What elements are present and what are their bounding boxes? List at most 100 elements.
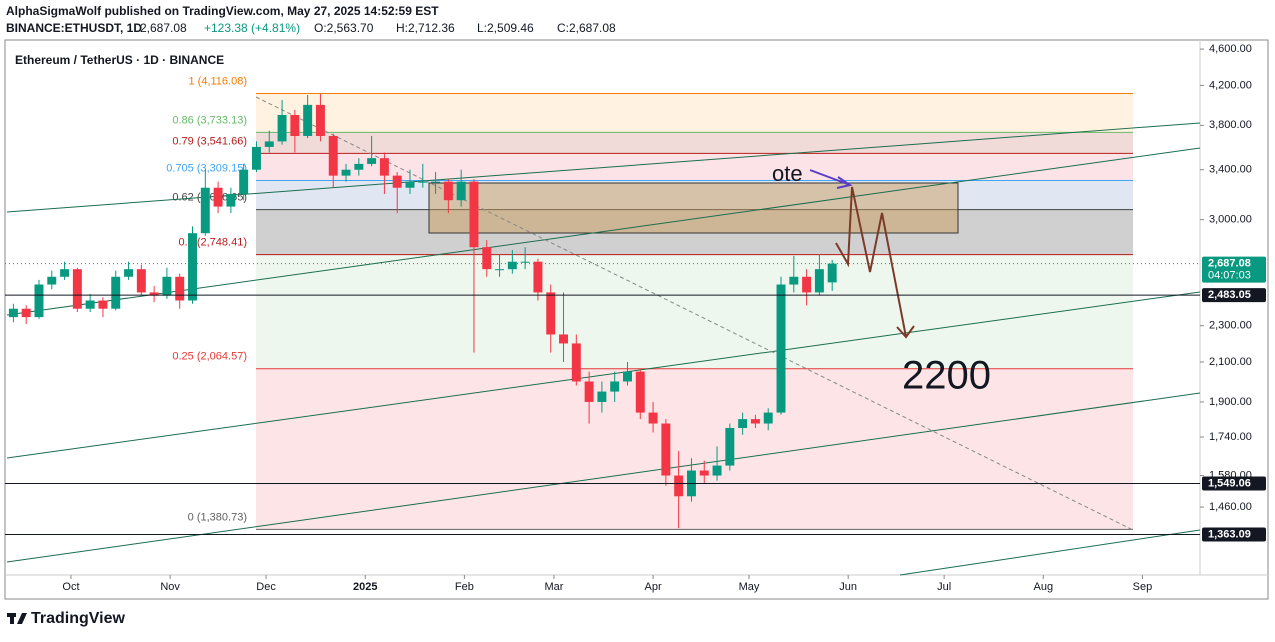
fib-band xyxy=(256,368,1133,530)
candle-body xyxy=(21,308,31,318)
y-tick-label: 3,800.00 xyxy=(1209,119,1252,131)
candle-body xyxy=(469,181,479,248)
open: O:2,563.70 xyxy=(314,21,374,35)
candle-body xyxy=(789,276,799,285)
candle-body xyxy=(674,475,684,497)
y-tick-label: 1,740.00 xyxy=(1209,431,1252,443)
candle-body xyxy=(507,261,517,270)
candle-body xyxy=(149,292,159,296)
trendline xyxy=(899,529,1201,576)
fib-label: 0 (1,380.73) xyxy=(188,511,247,523)
candle-body xyxy=(431,181,441,183)
candle-body xyxy=(213,187,223,207)
candle-body xyxy=(418,181,428,183)
arrowhead xyxy=(896,325,915,339)
dashed-line xyxy=(255,96,1134,531)
candle-body xyxy=(72,269,82,309)
trendline xyxy=(6,147,1201,316)
price-tag xyxy=(1202,256,1266,283)
fib-label: 1 (4,116.08) xyxy=(188,75,247,87)
fib-band xyxy=(256,153,1133,181)
y-tick-label: 4,600.00 xyxy=(1209,43,1252,55)
candle-body xyxy=(750,419,760,424)
x-tick-label: Aug xyxy=(1033,581,1053,593)
x-tick-label: Jul xyxy=(937,581,951,593)
fib-band xyxy=(256,254,1133,369)
candle-body xyxy=(635,371,645,413)
candle-body xyxy=(495,269,505,271)
y-tick-label: 3,000.00 xyxy=(1209,214,1252,226)
candle-body xyxy=(725,427,735,466)
candle-body xyxy=(34,284,44,318)
x-tick-label: 2025 xyxy=(353,581,377,593)
candle-body xyxy=(712,465,722,476)
y-tick-label: 1,900.00 xyxy=(1209,396,1252,408)
candle-body xyxy=(379,158,389,176)
candle-body xyxy=(443,181,453,201)
high: H:2,712.36 xyxy=(396,21,455,35)
candle-body xyxy=(699,470,709,476)
x-tick-label: Mar xyxy=(544,581,563,593)
candle-body xyxy=(392,175,402,188)
x-tick-label: May xyxy=(739,581,760,593)
zone-box xyxy=(428,182,959,234)
candle-body xyxy=(584,381,594,402)
candle-body xyxy=(776,284,786,413)
price-label: 1,363.09 xyxy=(1208,528,1251,540)
symbol: BINANCE:ETHUSDT, 1D xyxy=(6,21,142,35)
y-tick-label: 2,300.00 xyxy=(1209,320,1252,332)
low: L:2,509.46 xyxy=(477,21,534,35)
x-tick-label: Nov xyxy=(160,581,180,593)
fib-band xyxy=(256,180,1133,210)
candle-body xyxy=(175,276,185,301)
price-label: 1,549.06 xyxy=(1208,477,1251,489)
logo-mark xyxy=(17,613,27,624)
x-tick-label: Apr xyxy=(645,581,662,593)
ote-arrow xyxy=(809,169,851,186)
candle-body xyxy=(8,308,18,318)
candle-body xyxy=(290,114,300,136)
candle-body xyxy=(136,269,146,293)
candle-body xyxy=(162,276,172,296)
x-tick-label: Oct xyxy=(62,581,79,593)
candle-body xyxy=(124,269,134,277)
candle-body xyxy=(597,391,607,402)
candle-body xyxy=(610,381,620,392)
trendline xyxy=(6,291,1201,459)
candle-body xyxy=(60,269,70,277)
last-price: 2,687.08 xyxy=(140,21,187,35)
trendline xyxy=(6,392,1201,563)
candle-body xyxy=(763,412,773,424)
candle-body xyxy=(405,181,415,188)
fib-label: 0.86 (3,733.13) xyxy=(172,114,247,126)
price-countdown: 04:07:03 xyxy=(1208,270,1251,282)
candle-body xyxy=(188,233,197,301)
frame xyxy=(4,39,1269,600)
candle-body xyxy=(98,300,108,309)
price-tag xyxy=(1202,288,1266,303)
fib-label: 0.79 (3,541.66) xyxy=(172,135,247,147)
fib-label: 0.25 (2,064.57) xyxy=(172,351,247,363)
y-tick-label: 2,100.00 xyxy=(1209,356,1252,368)
candle-body xyxy=(456,181,466,201)
candle-body xyxy=(85,300,95,309)
candle-body xyxy=(277,114,287,142)
candle-body xyxy=(251,146,261,170)
candle-body xyxy=(482,247,492,270)
fib-label: 0.705 (3,309.15) xyxy=(166,162,247,174)
drawings xyxy=(6,96,1201,576)
candle-body xyxy=(571,343,581,382)
axes: 4,600.00 4,200.00 3,800.00 3,400.00 3,000.00… xyxy=(5,43,1266,593)
candle-body xyxy=(239,169,249,194)
logo-mark xyxy=(10,613,14,624)
x-tick-label: Dec xyxy=(256,581,276,593)
candle-body xyxy=(328,135,338,176)
candle-body xyxy=(827,263,837,283)
y-tick-label: 4,200.00 xyxy=(1209,79,1252,91)
y-tick-label: 3,400.00 xyxy=(1209,164,1252,176)
candle-body xyxy=(367,158,377,164)
candle-body xyxy=(264,141,274,147)
close: C:2,687.08 xyxy=(557,21,616,35)
